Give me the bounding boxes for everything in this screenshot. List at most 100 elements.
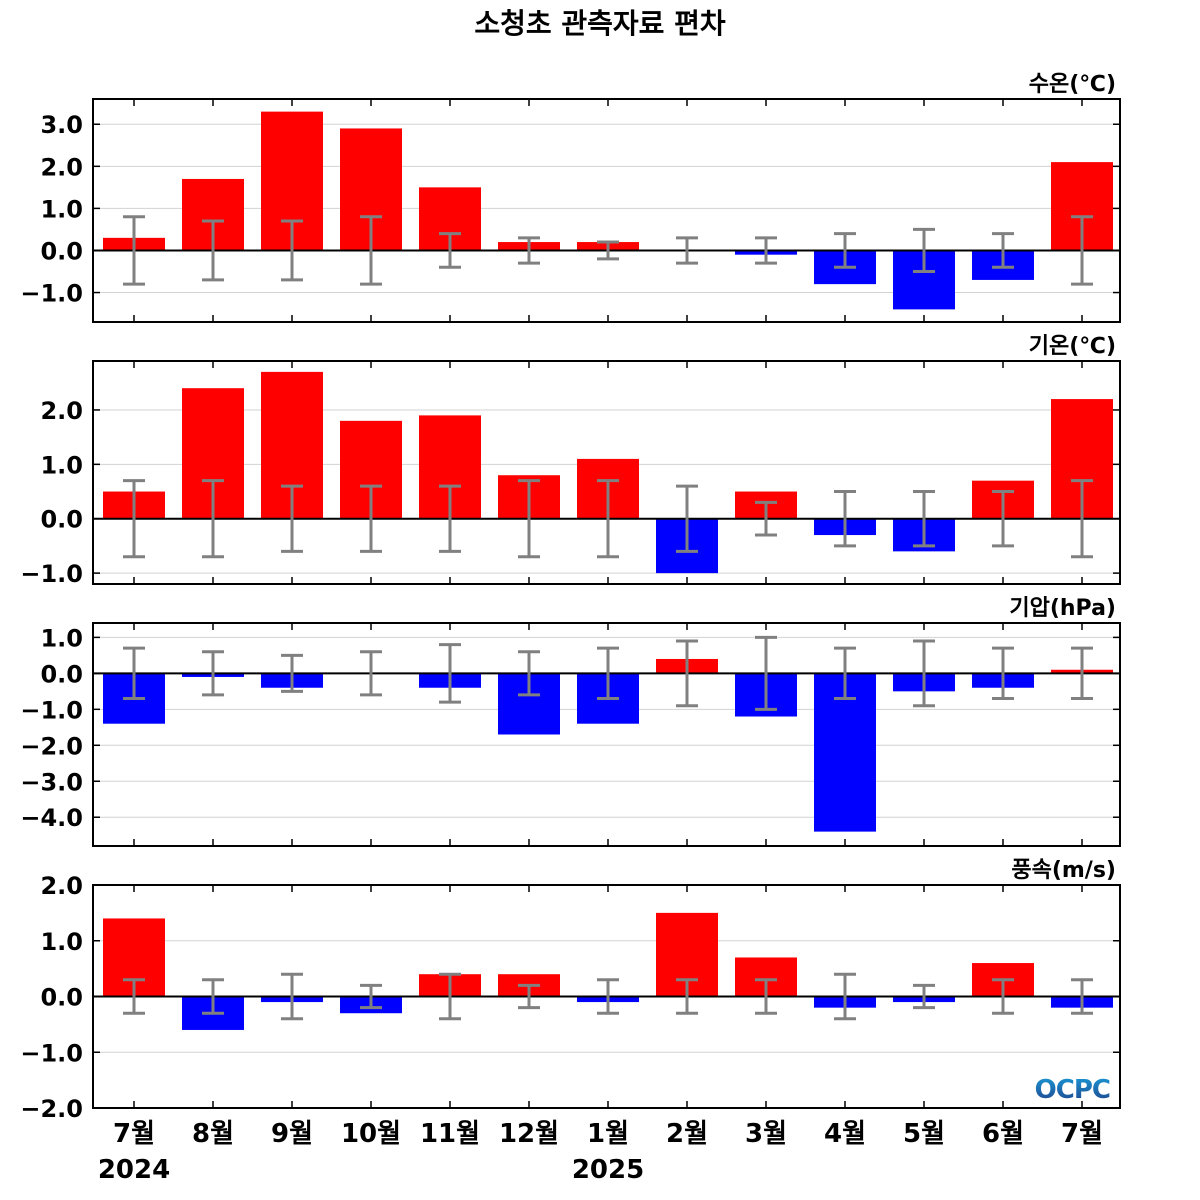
- chart-title: 소청초 관측자료 편차: [474, 7, 726, 40]
- panel-2: −1.0 0.0 1.0 2.0 기온(℃): [20, 334, 1121, 588]
- error-bar-7: [597, 479, 619, 559]
- error-bar-4: [360, 484, 382, 553]
- x-axis: 7월 8월 9월 10월 11월 12월 1월 2월 3월 4월 5월 6월 7월 2024 2025: [98, 1119, 1103, 1185]
- y-tick-label: 1.0: [40, 928, 83, 956]
- error-bar-13: [1071, 215, 1093, 286]
- y-tick-label: 0.0: [40, 237, 83, 265]
- y-tick-label: −1.0: [20, 560, 83, 588]
- y-tick-label: −2.0: [20, 732, 83, 760]
- error-bar-3: [281, 972, 303, 1021]
- error-bar-8: [676, 236, 698, 265]
- error-bar-8: [676, 639, 698, 708]
- year-label: 2025: [572, 1155, 644, 1185]
- x-tick-label: 8월: [192, 1119, 234, 1149]
- error-bar-2: [202, 650, 224, 697]
- panel-unit-label: 풍속(m/s): [1011, 858, 1116, 883]
- error-bar-5: [439, 643, 461, 704]
- y-tick-label: −4.0: [20, 804, 83, 832]
- error-bar-3: [281, 219, 303, 282]
- y-tick-label: 2.0: [40, 397, 83, 425]
- error-bar-10: [834, 490, 856, 548]
- x-tick-label: 5월: [903, 1119, 945, 1149]
- error-bar-2: [202, 978, 224, 1015]
- x-tick-label: 10월: [341, 1119, 401, 1149]
- y-tick-label: −1.0: [20, 1039, 83, 1067]
- y-tick-label: 1.0: [40, 451, 83, 479]
- error-bar-7: [597, 240, 619, 261]
- error-bar-7: [597, 646, 619, 701]
- y-tick-label: −1.0: [20, 696, 83, 724]
- error-bar-1: [123, 479, 145, 559]
- error-bar-6: [518, 479, 540, 559]
- x-tick-label: 7월: [1061, 1119, 1103, 1149]
- panel-3: −4.0 −3.0 −2.0 −1.0 0.0 1.0 기압(hPa): [20, 596, 1121, 847]
- error-bar-6: [518, 983, 540, 1010]
- error-bar-3: [281, 653, 303, 693]
- panel-1: −1.0 0.0 1.0 2.0 3.0 수온(℃): [20, 72, 1121, 323]
- x-tick-label: 1월: [587, 1119, 629, 1149]
- error-bar-2: [202, 479, 224, 559]
- panel-frame: [92, 98, 1121, 323]
- error-bar-12: [992, 232, 1014, 269]
- panel-unit-label: 기압(hPa): [1009, 596, 1116, 621]
- error-bar-4: [360, 650, 382, 697]
- panel-unit-label: 수온(℃): [1029, 72, 1116, 97]
- error-bar-1: [123, 646, 145, 701]
- error-bar-9: [755, 635, 777, 711]
- error-bar-11: [913, 983, 935, 1010]
- y-tick-label: 2.0: [40, 153, 83, 181]
- error-bar-11: [913, 227, 935, 274]
- error-bar-4: [360, 983, 382, 1010]
- error-bar-13: [1071, 479, 1093, 559]
- error-bar-12: [992, 646, 1014, 701]
- y-tick-label: 3.0: [40, 111, 83, 139]
- y-tick-label: 0.0: [40, 506, 83, 534]
- error-bar-10: [834, 972, 856, 1021]
- panel-unit-label: 기온(℃): [1029, 334, 1116, 359]
- error-bar-8: [676, 484, 698, 553]
- panel-frame: [92, 622, 1121, 847]
- error-bar-11: [913, 490, 935, 548]
- error-bar-12: [992, 490, 1014, 548]
- error-bar-8: [676, 978, 698, 1015]
- error-bar-5: [439, 972, 461, 1021]
- error-bar-9: [755, 500, 777, 537]
- y-tick-label: 2.0: [40, 872, 83, 900]
- y-tick-label: 0.0: [40, 660, 83, 688]
- error-bar-10: [834, 232, 856, 269]
- x-tick-label: 12월: [499, 1119, 559, 1149]
- x-tick-label: 4월: [824, 1119, 866, 1149]
- error-bar-9: [755, 236, 777, 265]
- x-tick-label: 6월: [982, 1119, 1024, 1149]
- error-bar-10: [834, 646, 856, 701]
- panel-4: −2.0 −1.0 0.0 1.0 2.0 풍속(m/s): [20, 858, 1121, 1123]
- error-bar-1: [123, 215, 145, 286]
- panel-frame: [92, 884, 1121, 1109]
- error-bar-6: [518, 650, 540, 697]
- error-bar-4: [360, 215, 382, 286]
- y-tick-label: −1.0: [20, 280, 83, 308]
- x-tick-label: 9월: [271, 1119, 313, 1149]
- x-tick-label: 3월: [745, 1119, 787, 1149]
- error-bar-13: [1071, 646, 1093, 701]
- error-bar-1: [123, 978, 145, 1015]
- y-tick-label: 1.0: [40, 624, 83, 652]
- year-label: 2024: [98, 1155, 170, 1185]
- y-tick-label: 0.0: [40, 984, 83, 1012]
- error-bar-7: [597, 978, 619, 1015]
- x-tick-label: 2월: [666, 1119, 708, 1149]
- error-bar-3: [281, 484, 303, 553]
- error-bar-12: [992, 978, 1014, 1015]
- panels: −1.00.01.02.03.0수온(℃)−1.00.01.02.0기온(℃)−…: [20, 72, 1121, 1123]
- error-bar-6: [518, 236, 540, 265]
- error-bar-13: [1071, 978, 1093, 1015]
- error-bar-5: [439, 232, 461, 269]
- error-bar-2: [202, 219, 224, 282]
- x-tick-label: 7월: [113, 1119, 155, 1149]
- y-tick-label: −3.0: [20, 768, 83, 796]
- ocpc-logo: OCPC: [1035, 1075, 1111, 1105]
- y-tick-label: −2.0: [20, 1095, 83, 1123]
- error-bar-11: [913, 639, 935, 708]
- logo-text: OCPC: [1035, 1075, 1110, 1105]
